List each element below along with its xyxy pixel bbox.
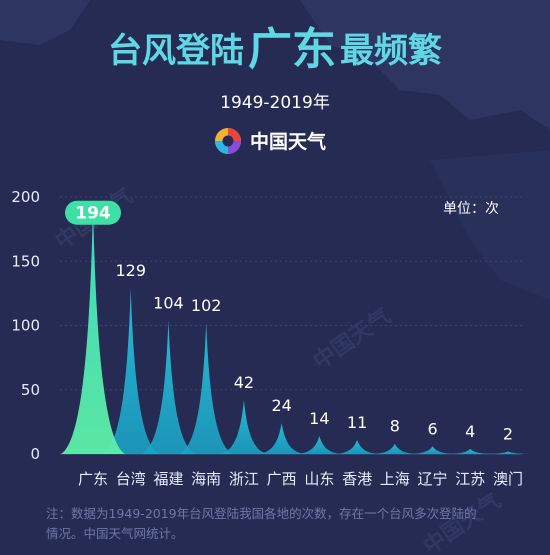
data-value-label: 194 bbox=[75, 204, 111, 224]
title-part1: 台风登陆 bbox=[108, 31, 244, 71]
x-tick-label: 香港 bbox=[342, 470, 372, 488]
y-tick-label: 100 bbox=[11, 317, 40, 335]
watermark-text: 中国天气 bbox=[309, 303, 396, 375]
data-peaks bbox=[61, 204, 531, 454]
x-tick-label: 江苏 bbox=[455, 470, 485, 488]
brand-name: 中国天气 bbox=[250, 130, 326, 153]
x-tick-label: 浙江 bbox=[229, 470, 259, 488]
data-peak bbox=[485, 451, 531, 454]
data-peak bbox=[410, 446, 455, 454]
y-axis: 0 50 100 150 200 bbox=[11, 188, 40, 463]
data-value-label: 2 bbox=[503, 424, 513, 443]
data-peak bbox=[258, 423, 305, 454]
x-tick-label: 广西 bbox=[267, 470, 297, 488]
chart-subtitle: 1949-2019年 bbox=[220, 93, 330, 113]
data-peak bbox=[219, 400, 269, 454]
watermarks: 中国天气 中国天气 中国天气 bbox=[51, 183, 506, 555]
x-tick-label: 海南 bbox=[191, 470, 221, 488]
data-peak bbox=[334, 439, 380, 454]
footnote-line2: 情况。中国天气网统计。 bbox=[46, 526, 184, 541]
x-tick-label: 上海 bbox=[380, 470, 410, 488]
data-value-label: 24 bbox=[271, 396, 291, 415]
title-part2: 广东 bbox=[248, 24, 336, 75]
y-tick-label: 0 bbox=[30, 445, 40, 463]
x-tick-label: 澳门 bbox=[493, 470, 523, 488]
x-axis-labels: 广东 台湾 福建 海南 浙江 广西 山东 香港 上海 辽宁 江苏 澳门 bbox=[78, 470, 523, 488]
peak-value-badge bbox=[65, 200, 121, 225]
y-tick-label: 50 bbox=[21, 381, 40, 399]
weather-swirl-logo-icon bbox=[215, 128, 241, 154]
x-tick-label: 广东 bbox=[78, 470, 108, 488]
data-peak bbox=[372, 443, 418, 454]
chart-title: 台风登陆广东 最频繁 bbox=[108, 24, 442, 75]
data-peak bbox=[102, 288, 160, 454]
x-tick-label: 辽宁 bbox=[418, 470, 448, 488]
data-value-label: 104 bbox=[153, 293, 184, 312]
data-value-label: 14 bbox=[309, 409, 329, 428]
title-part3: 最频繁 bbox=[340, 31, 442, 71]
footnote-line1: 注：数据为1949-2019年台风登陆我国各地的次数，存在一个台风多次登陆的 bbox=[46, 506, 477, 521]
y-tick-label: 150 bbox=[11, 252, 40, 270]
watermark-text: 中国天气 bbox=[419, 488, 506, 555]
data-value-label: 4 bbox=[465, 422, 475, 441]
data-peak bbox=[178, 322, 234, 454]
x-tick-label: 台湾 bbox=[116, 470, 146, 488]
data-peak bbox=[296, 436, 343, 454]
data-value-label: 102 bbox=[191, 296, 222, 315]
data-peak bbox=[448, 448, 493, 454]
data-value-label: 11 bbox=[347, 413, 367, 432]
x-tick-label: 山东 bbox=[304, 470, 334, 488]
x-tick-label: 福建 bbox=[153, 470, 183, 488]
data-value-label: 6 bbox=[427, 419, 437, 438]
y-tick-label: 200 bbox=[11, 188, 40, 206]
data-value-label: 129 bbox=[115, 261, 146, 280]
data-value-label: 8 bbox=[390, 417, 400, 436]
data-peak bbox=[141, 320, 196, 454]
data-peak bbox=[61, 204, 125, 454]
background-map-decoration bbox=[0, 0, 550, 130]
data-value-label: 42 bbox=[234, 373, 254, 392]
unit-label: 单位：次 bbox=[443, 201, 499, 217]
